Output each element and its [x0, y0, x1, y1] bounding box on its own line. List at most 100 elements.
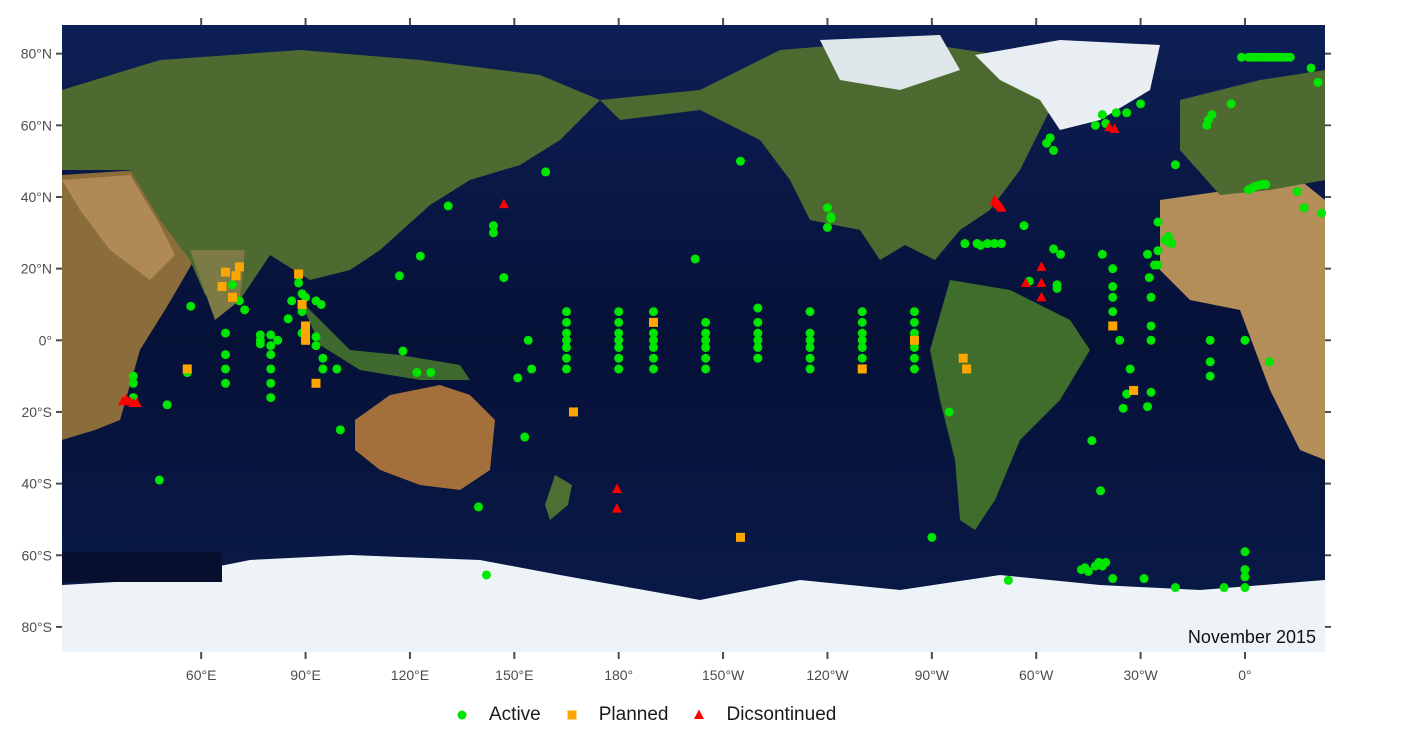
station-active	[1143, 249, 1153, 259]
station-active	[221, 364, 231, 374]
station-active	[1317, 208, 1327, 218]
station-active	[909, 353, 919, 363]
station-active	[523, 335, 533, 345]
lat-tick-label: 20°S	[21, 404, 52, 420]
station-active	[822, 222, 832, 232]
legend-triangle-icon	[692, 708, 706, 722]
station-active	[960, 239, 970, 249]
station-planned	[221, 267, 231, 277]
station-planned	[217, 282, 227, 292]
lat-tick-label: 80°S	[21, 619, 52, 635]
station-planned	[294, 269, 304, 279]
lat-tick-label: 80°N	[21, 46, 52, 62]
station-active	[527, 364, 537, 374]
station-planned	[182, 364, 192, 374]
legend-label: Active	[489, 704, 541, 725]
station-active	[1170, 583, 1180, 593]
station-active	[1146, 292, 1156, 302]
lat-tick-label: 20°N	[21, 261, 52, 277]
station-active	[1153, 260, 1163, 270]
legend: Active Planned Dicsontinued	[455, 702, 860, 728]
station-active	[1261, 179, 1271, 189]
station-active	[1083, 566, 1093, 576]
station-active	[266, 378, 276, 388]
station-planned	[297, 299, 307, 309]
station-active	[128, 378, 138, 388]
station-planned	[301, 328, 311, 338]
land-new-zealand	[545, 475, 572, 520]
land-arctic-islands	[820, 35, 960, 90]
station-active	[562, 307, 572, 317]
station-planned	[857, 364, 867, 374]
station-active	[822, 203, 832, 213]
station-planned	[311, 378, 321, 388]
station-active	[857, 335, 867, 345]
station-active	[1045, 133, 1055, 143]
station-discontinued	[1036, 261, 1047, 271]
station-active	[701, 342, 711, 352]
station-active	[909, 317, 919, 327]
station-active	[614, 328, 624, 338]
legend-item-planned: Planned	[565, 704, 669, 726]
land-arabia-desert	[62, 175, 175, 280]
station-active	[1049, 244, 1059, 254]
station-discontinued	[131, 397, 142, 407]
lat-tick-label: 60°S	[21, 547, 52, 563]
station-active	[805, 307, 815, 317]
lon-tick-label: 180°	[604, 667, 633, 683]
station-active	[1240, 583, 1250, 593]
station-active	[1143, 402, 1153, 412]
land-africa-west	[1160, 180, 1325, 460]
station-active	[826, 212, 836, 222]
station-active	[944, 407, 954, 417]
station-active	[266, 364, 276, 374]
station-active	[1167, 239, 1177, 249]
legend-circle-icon	[455, 708, 469, 722]
station-active	[335, 425, 345, 435]
station-active	[701, 317, 711, 327]
land-eurasia	[62, 50, 600, 300]
land-europe	[1180, 70, 1325, 195]
station-discontinued	[611, 503, 622, 513]
lon-tick-label: 90°E	[290, 667, 321, 683]
station-active	[221, 350, 231, 360]
station-active	[1056, 249, 1066, 259]
station-active	[1115, 335, 1125, 345]
station-active	[562, 335, 572, 345]
land-north-america	[600, 40, 1050, 260]
station-active	[1108, 282, 1118, 292]
station-active	[701, 335, 711, 345]
station-active	[1019, 221, 1029, 231]
station-active	[735, 156, 745, 166]
station-active	[1313, 77, 1323, 87]
station-active	[614, 307, 624, 317]
station-active	[311, 341, 321, 351]
station-active	[1111, 108, 1121, 118]
legend-square-icon	[565, 708, 579, 722]
station-active	[909, 328, 919, 338]
station-planned	[234, 262, 244, 272]
station-active	[234, 296, 244, 306]
station-active	[1049, 145, 1059, 155]
station-active	[857, 317, 867, 327]
station-active	[1146, 387, 1156, 397]
legend-item-active: Active	[455, 704, 541, 726]
station-active	[1146, 321, 1156, 331]
station-active	[443, 201, 453, 211]
station-active	[1097, 110, 1107, 120]
station-active	[648, 328, 658, 338]
station-active	[562, 364, 572, 374]
station-active	[1108, 264, 1118, 274]
station-active	[1101, 557, 1111, 567]
station-active	[805, 328, 815, 338]
station-planned	[568, 407, 578, 417]
station-active	[488, 228, 498, 238]
legend-label: Planned	[598, 704, 669, 725]
station-planned	[301, 321, 311, 331]
station-active	[805, 342, 815, 352]
station-active	[316, 299, 326, 309]
station-planned	[962, 364, 972, 374]
station-active	[398, 346, 408, 356]
station-active	[311, 332, 321, 342]
station-active	[909, 342, 919, 352]
